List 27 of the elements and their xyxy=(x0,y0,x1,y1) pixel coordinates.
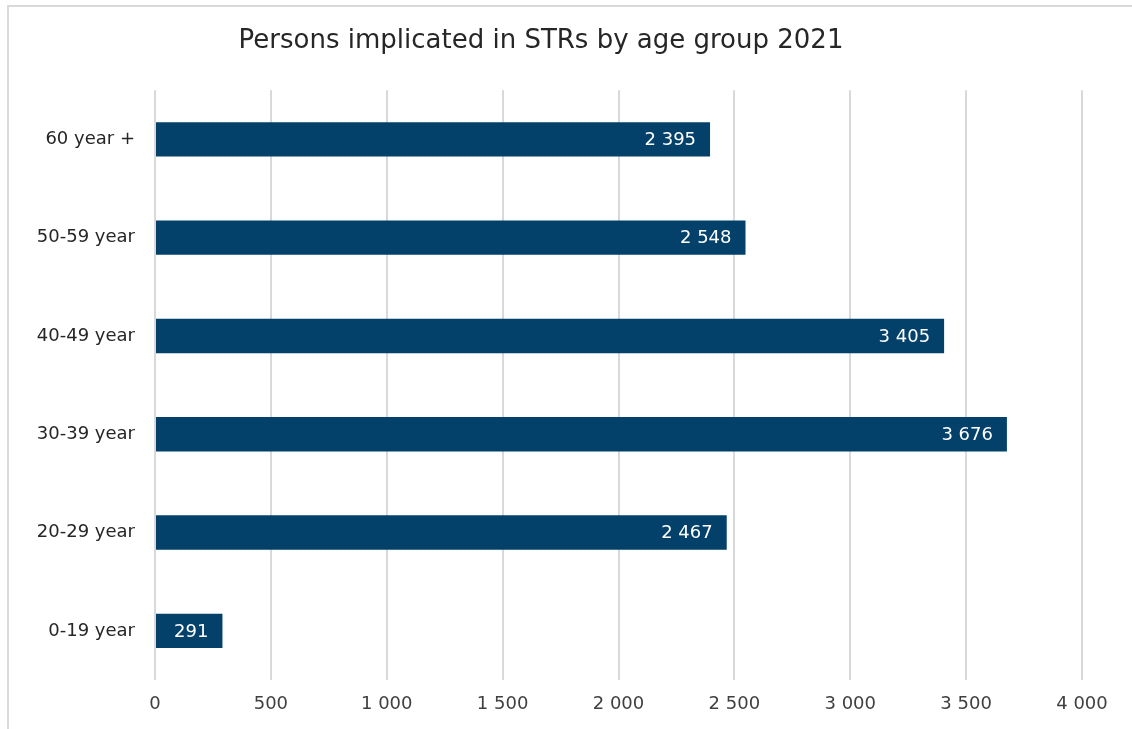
bar xyxy=(156,417,1007,452)
x-tick-label: 4 000 xyxy=(1056,692,1108,714)
x-tick-label: 0 xyxy=(149,692,161,714)
chart-title: Persons implicated in STRs by age group 2021 xyxy=(238,24,844,55)
y-tick-label: 60 year + xyxy=(45,127,135,149)
y-tick-label: 40-49 year xyxy=(36,323,136,345)
x-tick-label: 3 500 xyxy=(940,692,992,714)
y-tick-label: 0-19 year xyxy=(48,618,136,640)
data-label: 2 395 xyxy=(644,128,697,150)
y-tick-label: 30-39 year xyxy=(36,421,136,443)
bar xyxy=(156,318,945,354)
data-label: 291 xyxy=(174,619,209,641)
bar xyxy=(156,122,711,157)
x-tick-label: 500 xyxy=(253,692,289,714)
x-tick-label: 2 000 xyxy=(592,692,645,714)
data-label: 2 548 xyxy=(679,226,732,248)
y-tick-label: 50-59 year xyxy=(36,225,136,247)
data-label: 3 676 xyxy=(941,422,993,444)
y-tick-label: 20-29 year xyxy=(36,520,136,542)
x-tick-label: 1 000 xyxy=(360,692,413,714)
x-tick-label: 2 500 xyxy=(708,692,761,714)
data-label: 2 467 xyxy=(661,521,713,543)
x-tick-label: 3 000 xyxy=(824,692,877,714)
bar xyxy=(156,220,746,255)
data-label: 3 405 xyxy=(878,324,931,346)
bar xyxy=(156,515,727,550)
x-tick-label: 1 500 xyxy=(476,692,529,714)
